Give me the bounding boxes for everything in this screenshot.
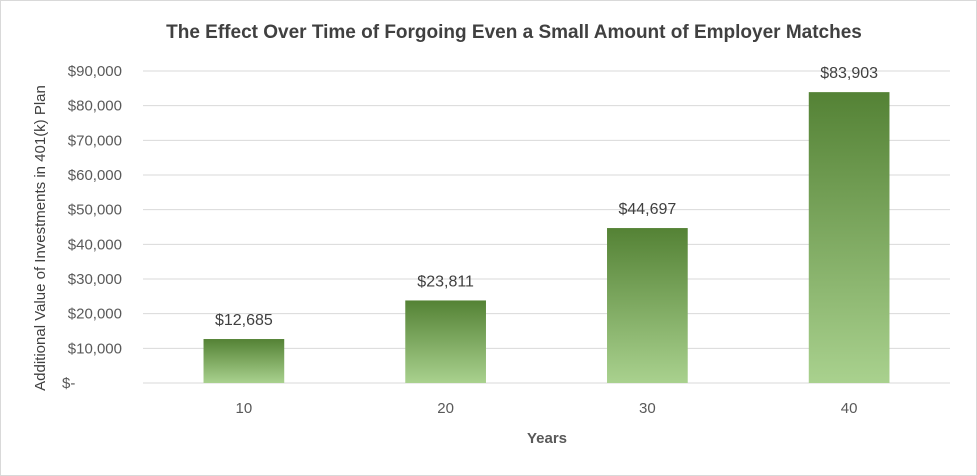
data-label: $12,685 — [215, 312, 273, 329]
y-tick-label: $70,000 — [68, 132, 122, 149]
x-tick-label: 20 — [437, 400, 454, 417]
y-tick-label: $40,000 — [68, 236, 122, 253]
chart-title: The Effect Over Time of Forgoing Even a … — [166, 22, 862, 43]
bar-10 — [203, 339, 285, 383]
y-axis-ticks: $- $10,000 $20,000 $30,000 $40,000 $50,000 $60… — [62, 63, 122, 392]
y-tick-label: $80,000 — [68, 98, 122, 115]
bar-20 — [405, 300, 486, 383]
data-label: $44,697 — [618, 201, 676, 218]
x-tick-label: 10 — [236, 400, 253, 417]
x-axis-ticks: 10 20 30 40 — [236, 400, 858, 417]
y-tick-label: $50,000 — [68, 202, 122, 219]
y-tick-label: $10,000 — [68, 340, 122, 357]
data-label: $23,811 — [417, 273, 474, 290]
data-label: $83,903 — [820, 65, 878, 82]
x-tick-label: 40 — [841, 400, 858, 417]
y-tick-label: $60,000 — [68, 167, 122, 184]
bar-30 — [607, 228, 688, 383]
bars — [203, 92, 890, 384]
y-axis-title: Additional Value of Investments in 401(k… — [32, 85, 49, 391]
x-axis-title: Years — [527, 430, 567, 447]
y-tick-label: $- — [62, 375, 75, 392]
y-tick-label: $30,000 — [68, 271, 122, 288]
bar-40 — [808, 92, 890, 384]
y-tick-label: $20,000 — [68, 306, 122, 323]
x-tick-label: 30 — [639, 400, 656, 417]
data-labels: $12,685 $23,811 $44,697 $83,903 — [215, 65, 878, 329]
y-tick-label: $90,000 — [68, 63, 122, 80]
